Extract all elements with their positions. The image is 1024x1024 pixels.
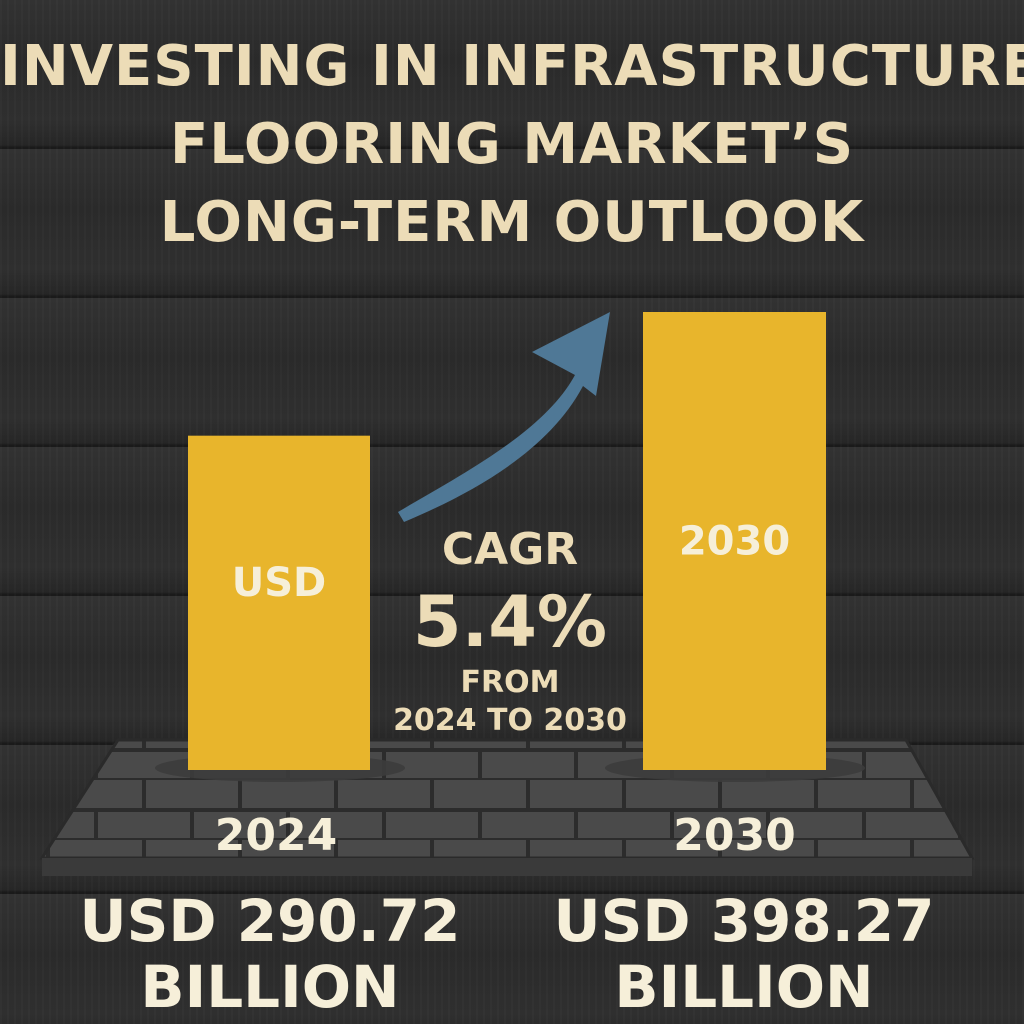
bar-inner-label-2030: 2030 (679, 519, 790, 565)
value-label-2030-unit: BILLION (614, 953, 874, 1021)
bar-inner-label-2024: USD (232, 560, 327, 606)
title-line-1: INVESTING IN INFRASTRUCTURE: (0, 34, 1024, 99)
cagr-value: 5.4% (412, 581, 608, 663)
bar-2030 (643, 312, 826, 770)
category-label-2024: 2024 (215, 810, 337, 861)
value-label-2024: USD 290.72 BILLION (60, 888, 480, 1020)
title-line-3: LONG-TERM OUTLOOK (159, 190, 865, 255)
chart-title: INVESTING IN INFRASTRUCTURE: FLOORING MA… (0, 28, 1024, 262)
value-label-2030-amount: USD 398.27 (553, 887, 935, 955)
growth-arrow-icon (398, 312, 610, 522)
bars-group: USD 2024 2030 2030 (188, 312, 826, 861)
cagr-label: CAGR (441, 524, 579, 575)
cagr-from-label: FROM (460, 665, 560, 700)
value-label-2024-amount: USD 290.72 (79, 887, 461, 955)
floor-platform (39, 738, 975, 876)
cagr-range-label: 2024 TO 2030 (393, 703, 627, 738)
category-label-2030: 2030 (673, 810, 795, 861)
cagr-callout: CAGR 5.4% FROM 2024 TO 2030 (380, 520, 640, 740)
title-line-2: FLOORING MARKET’S (169, 112, 855, 177)
value-label-2024-unit: BILLION (140, 953, 400, 1021)
bar-2024 (188, 435, 370, 770)
value-label-2030: USD 398.27 BILLION (534, 888, 954, 1020)
